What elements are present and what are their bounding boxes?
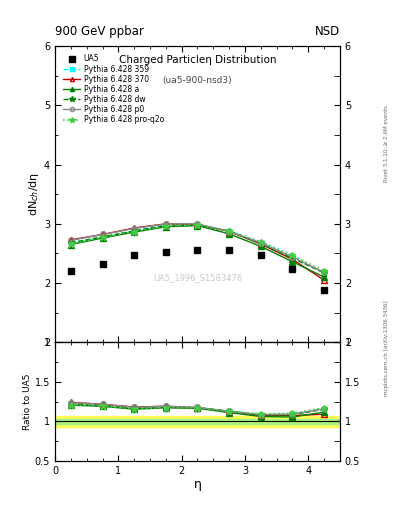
- Text: mcplots.cern.ch [arXiv:1306.3436]: mcplots.cern.ch [arXiv:1306.3436]: [384, 301, 389, 396]
- Legend: UA5, Pythia 6.428 359, Pythia 6.428 370, Pythia 6.428 a, Pythia 6.428 dw, Pythia: UA5, Pythia 6.428 359, Pythia 6.428 370,…: [62, 53, 165, 126]
- Text: NSD: NSD: [315, 26, 340, 38]
- Text: (ua5-900-nsd3): (ua5-900-nsd3): [163, 76, 232, 84]
- Text: Charged Particleη Distribution: Charged Particleη Distribution: [119, 55, 276, 65]
- Bar: [55, 419, 340, 423]
- Text: 900 GeV ppbar: 900 GeV ppbar: [55, 26, 144, 38]
- Text: Rivet 3.1.10; ≥ 2.6M events: Rivet 3.1.10; ≥ 2.6M events: [384, 105, 389, 182]
- Bar: [55, 416, 340, 427]
- X-axis label: η: η: [193, 478, 202, 492]
- Y-axis label: Ratio to UA5: Ratio to UA5: [23, 373, 32, 430]
- Text: UA5_1996_S1583476: UA5_1996_S1583476: [153, 272, 242, 282]
- Y-axis label: dN$_{ch}$/dη: dN$_{ch}$/dη: [27, 172, 41, 216]
